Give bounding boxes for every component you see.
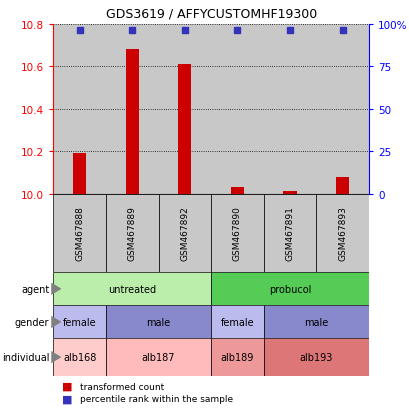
Bar — [106, 194, 158, 273]
Text: female: female — [63, 317, 96, 327]
Text: ■: ■ — [61, 381, 72, 391]
Bar — [53, 339, 106, 376]
Polygon shape — [51, 283, 61, 295]
Text: GSM467891: GSM467891 — [285, 206, 294, 261]
Bar — [178, 65, 191, 194]
Text: GSM467890: GSM467890 — [232, 206, 241, 261]
Bar — [283, 192, 296, 194]
Bar — [316, 194, 368, 273]
Text: GSM467888: GSM467888 — [75, 206, 84, 261]
Bar — [158, 194, 211, 273]
Bar — [335, 177, 348, 194]
Bar — [211, 25, 263, 194]
Bar — [53, 306, 106, 339]
Bar — [263, 306, 368, 339]
Bar — [125, 50, 139, 194]
Bar — [106, 339, 211, 376]
Bar — [316, 25, 368, 194]
Text: untreated: untreated — [108, 284, 156, 294]
Bar — [106, 25, 158, 194]
Bar — [211, 306, 263, 339]
Bar — [158, 25, 211, 194]
Title: GDS3619 / AFFYCUSTOMHF19300: GDS3619 / AFFYCUSTOMHF19300 — [105, 8, 316, 21]
Bar — [211, 194, 263, 273]
Text: ■: ■ — [61, 394, 72, 404]
Text: alb187: alb187 — [142, 352, 175, 362]
Bar — [53, 194, 106, 273]
Text: percentile rank within the sample: percentile rank within the sample — [80, 394, 232, 403]
Text: transformed count: transformed count — [80, 382, 164, 391]
Bar — [263, 339, 368, 376]
Bar — [53, 25, 106, 194]
Bar — [53, 273, 211, 306]
Text: GSM467893: GSM467893 — [337, 206, 346, 261]
Bar — [230, 188, 243, 194]
Polygon shape — [51, 316, 61, 328]
Bar — [211, 273, 368, 306]
Text: GSM467892: GSM467892 — [180, 206, 189, 261]
Bar — [73, 154, 86, 194]
Text: alb189: alb189 — [220, 352, 254, 362]
Text: male: male — [146, 317, 170, 327]
Bar — [263, 194, 316, 273]
Polygon shape — [51, 351, 61, 363]
Text: agent: agent — [21, 284, 49, 294]
Text: individual: individual — [2, 352, 49, 362]
Bar — [263, 25, 316, 194]
Text: male: male — [303, 317, 328, 327]
Text: female: female — [220, 317, 254, 327]
Text: GSM467889: GSM467889 — [128, 206, 136, 261]
Text: alb168: alb168 — [63, 352, 96, 362]
Bar — [211, 339, 263, 376]
Bar — [106, 306, 211, 339]
Text: alb193: alb193 — [299, 352, 332, 362]
Text: probucol: probucol — [268, 284, 310, 294]
Text: gender: gender — [15, 317, 49, 327]
